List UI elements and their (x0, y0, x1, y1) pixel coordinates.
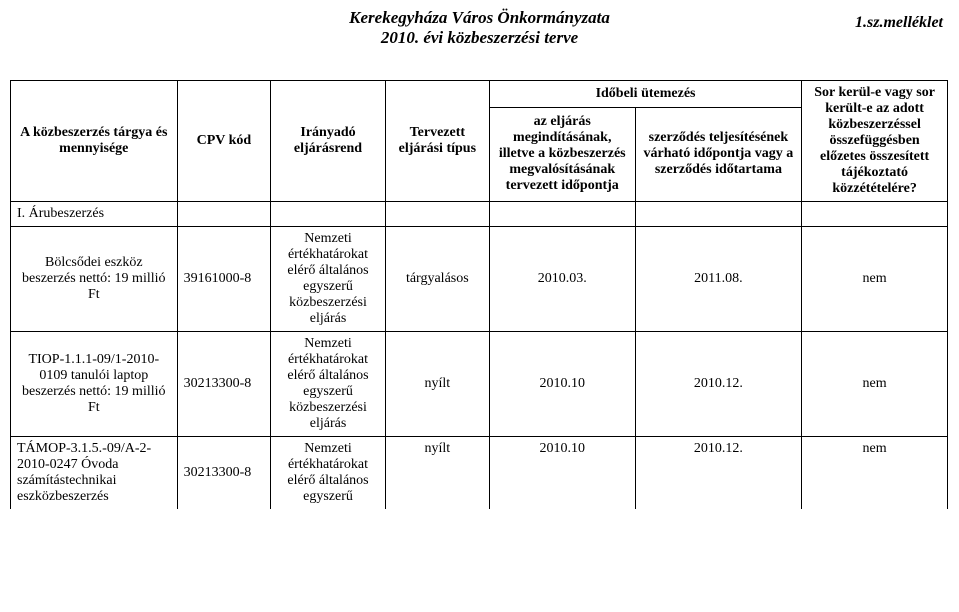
th-subject: A közbeszerzés tárgya és mennyisége (11, 81, 178, 202)
table-row: TIOP-1.1.1-09/1-2010-0109 tanulói laptop… (11, 332, 948, 437)
cell-prior: nem (802, 227, 948, 332)
cell-prior: nem (802, 437, 948, 510)
th-type: Tervezett eljárási típus (385, 81, 489, 202)
th-proc: Irányadó eljárásrend (271, 81, 386, 202)
cell-cpv: 39161000-8 (177, 227, 271, 332)
cell-subject: TÁMOP-3.1.5.-09/A-2-2010-0247 Óvoda szám… (11, 437, 178, 510)
empty-cell (271, 202, 386, 227)
th-prior: Sor kerül-e vagy sor került-e az adott k… (802, 81, 948, 202)
cell-start: 2010.03. (489, 227, 635, 332)
cell-subject: Bölcsődei eszköz beszerzés nettó: 19 mil… (11, 227, 178, 332)
th-perf: szerződés teljesítésének várható időpont… (635, 107, 802, 201)
empty-cell (177, 202, 271, 227)
th-start: az eljárás megindításának, illetve a köz… (489, 107, 635, 201)
page-title: Kerekegyháza Város Önkormányzata 2010. é… (0, 8, 959, 48)
cell-perf: 2011.08. (635, 227, 802, 332)
procurement-table: A közbeszerzés tárgya és mennyisége CPV … (10, 80, 948, 509)
cell-proc: Nemzeti értékhatárokat elérő általános e… (271, 332, 386, 437)
cell-proc: Nemzeti értékhatárokat elérő általános e… (271, 227, 386, 332)
cell-type: nyílt (385, 332, 489, 437)
cell-type: nyílt (385, 437, 489, 510)
cell-perf: 2010.12. (635, 437, 802, 510)
cell-subject: TIOP-1.1.1-09/1-2010-0109 tanulói laptop… (11, 332, 178, 437)
annex-label: 1.sz.melléklet (855, 14, 943, 32)
table-row: TÁMOP-3.1.5.-09/A-2-2010-0247 Óvoda szám… (11, 437, 948, 510)
empty-cell (489, 202, 635, 227)
table-row: Bölcsődei eszköz beszerzés nettó: 19 mil… (11, 227, 948, 332)
cell-cpv: 30213300-8 (177, 437, 271, 510)
empty-cell (802, 202, 948, 227)
th-timing-group: Időbeli ütemezés (489, 81, 801, 108)
cell-perf: 2010.12. (635, 332, 802, 437)
empty-cell (385, 202, 489, 227)
cell-prior: nem (802, 332, 948, 437)
title-line2: 2010. évi közbeszerzési terve (381, 28, 578, 47)
section-label: I. Árubeszerzés (11, 202, 178, 227)
cell-type: tárgyalásos (385, 227, 489, 332)
cell-start: 2010.10 (489, 332, 635, 437)
th-cpv: CPV kód (177, 81, 271, 202)
cell-cpv: 30213300-8 (177, 332, 271, 437)
cell-start: 2010.10 (489, 437, 635, 510)
title-line1: Kerekegyháza Város Önkormányzata (349, 8, 610, 27)
empty-cell (635, 202, 802, 227)
cell-proc: Nemzeti értékhatárokat elérő általános e… (271, 437, 386, 510)
